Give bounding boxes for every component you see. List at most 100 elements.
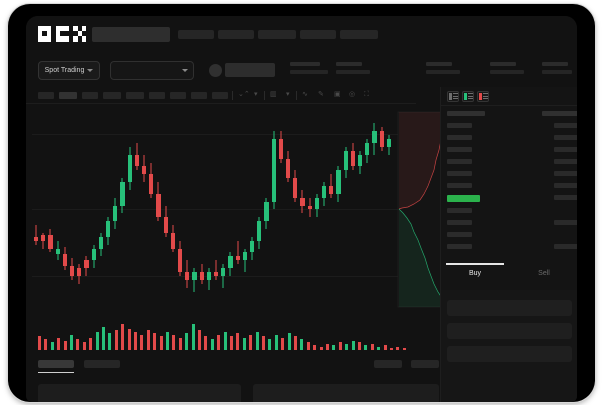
grid-line [32, 209, 410, 210]
volume-bar [159, 336, 163, 350]
volume-bar [396, 346, 400, 350]
price-chart[interactable] [26, 104, 453, 317]
candlestick [98, 104, 103, 305]
search-input[interactable] [92, 27, 170, 42]
coin-avatar-icon [209, 64, 222, 77]
trading-pair-dropdown[interactable] [110, 61, 194, 80]
okx-logo-icon[interactable] [38, 26, 87, 43]
order-book-row [447, 232, 472, 237]
ticker-stat-2 [336, 62, 370, 74]
timeframe-button-3[interactable] [82, 92, 98, 99]
order-book-row [447, 183, 472, 188]
order-book-row [554, 147, 577, 152]
candlestick [343, 104, 348, 305]
bottom-right-tab-2[interactable] [411, 360, 439, 368]
candlestick [127, 104, 132, 305]
timeframe-dropdown-icon[interactable]: ⌄⌃ [238, 91, 250, 98]
volume-bar [358, 342, 361, 350]
settings-gear-icon[interactable]: ◎ [349, 91, 356, 98]
bottom-tab-2[interactable] [84, 360, 120, 368]
orderbook-both-icon[interactable] [447, 91, 459, 102]
candlestick [221, 104, 226, 305]
bottom-right-tab-1[interactable] [374, 360, 402, 368]
nav-item-4[interactable] [300, 30, 336, 39]
timeframe-button-1[interactable] [38, 92, 54, 99]
order-book-row-highlighted [447, 195, 480, 202]
volume-bar [287, 333, 291, 350]
depth-ask-area [399, 112, 452, 209]
chevron-down-icon [182, 69, 188, 72]
candlestick [300, 104, 305, 305]
grid-line [32, 134, 410, 135]
market-type-dropdown[interactable]: Spot Trading [38, 61, 100, 80]
orderbook-asks-icon[interactable] [477, 91, 489, 102]
candlestick [358, 104, 363, 305]
candlestick [329, 104, 334, 305]
volume-bar [230, 336, 233, 350]
volume-bar [364, 345, 368, 350]
nav-item-1[interactable] [178, 30, 214, 39]
candlestick [178, 104, 183, 305]
indicator-wave-icon[interactable]: ∿ [302, 91, 308, 98]
candlestick [314, 104, 319, 305]
toolbar-divider [264, 91, 265, 100]
order-book-row [447, 111, 485, 116]
volume-bar [63, 340, 67, 350]
candlestick [271, 104, 276, 305]
volume-bar [351, 340, 355, 350]
order-book-panel: Buy Sell [440, 87, 577, 402]
grid-line [32, 276, 410, 277]
volume-bar [262, 336, 265, 350]
nav-item-2[interactable] [218, 30, 254, 39]
order-type-field[interactable] [447, 300, 572, 316]
market-subheader: Spot Trading [26, 54, 577, 87]
tab-buy[interactable]: Buy [441, 270, 509, 277]
chart-type-icon[interactable]: ▥ [270, 91, 277, 98]
top-header [26, 16, 577, 54]
volume-bar [50, 342, 54, 350]
candlestick [113, 104, 118, 305]
volume-bar [300, 339, 304, 350]
timeframe-button-4[interactable] [103, 92, 121, 99]
chevron-down-icon[interactable]: ▾ [254, 91, 258, 98]
volume-bar [210, 339, 214, 350]
order-book-row [554, 171, 577, 176]
candlestick [149, 104, 154, 305]
timeframe-button-2[interactable] [59, 92, 77, 99]
volume-bar [255, 331, 259, 350]
orderbook-bids-icon[interactable] [462, 91, 474, 102]
order-book-rows[interactable] [441, 107, 577, 257]
candlestick [192, 104, 197, 305]
volume-bar [178, 337, 182, 350]
chevron-down-icon[interactable]: ▾ [286, 91, 290, 98]
timeframe-button-9[interactable] [212, 92, 228, 99]
volume-bar [198, 330, 201, 350]
bottom-tab-1[interactable] [38, 360, 74, 368]
market-type-label: Spot Trading [44, 67, 85, 74]
volume-bar [274, 334, 278, 350]
trade-form [441, 290, 577, 402]
order-book-row [447, 220, 472, 225]
ticker-stat-1 [290, 62, 328, 74]
candlestick [228, 104, 233, 305]
volume-bar [114, 330, 118, 350]
candlestick [120, 104, 125, 305]
price-field[interactable] [447, 323, 572, 339]
tab-sell[interactable]: Sell [510, 270, 577, 277]
candlestick [350, 104, 355, 305]
nav-item-5[interactable] [340, 30, 378, 39]
camera-icon[interactable]: ▣ [334, 91, 341, 98]
timeframe-button-8[interactable] [191, 92, 207, 99]
order-book-row [447, 123, 472, 128]
volume-bar [242, 337, 246, 350]
timeframe-button-6[interactable] [149, 92, 165, 99]
drawing-pencil-icon[interactable]: ✎ [318, 91, 324, 98]
nav-item-3[interactable] [258, 30, 296, 39]
amount-field[interactable] [447, 346, 572, 362]
candlestick [257, 104, 262, 305]
timeframe-button-5[interactable] [126, 92, 144, 99]
candlestick [106, 104, 111, 305]
volume-bar [306, 342, 310, 350]
timeframe-button-7[interactable] [170, 92, 186, 99]
fullscreen-icon[interactable]: ⛶ [364, 91, 369, 98]
